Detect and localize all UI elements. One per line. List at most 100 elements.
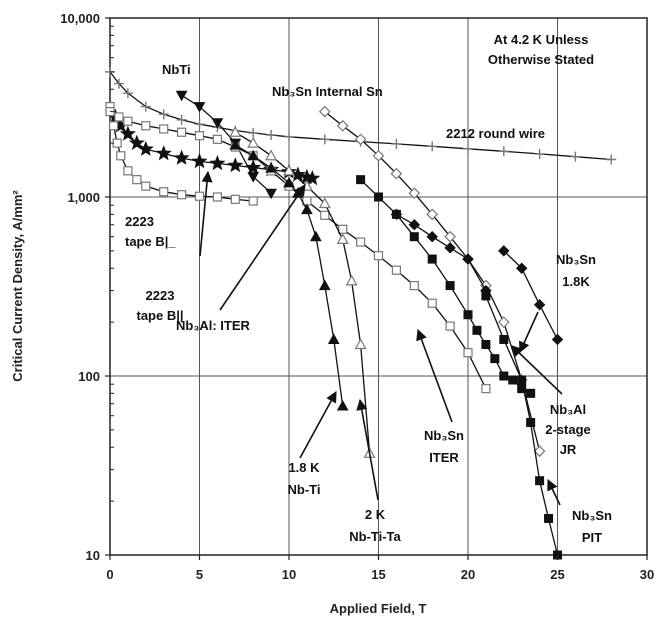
annotation-arrow — [299, 391, 337, 459]
data-point — [498, 245, 510, 257]
data-point — [356, 175, 366, 185]
y-tick-label: 1,000 — [67, 190, 100, 205]
data-point — [427, 254, 437, 264]
data-point — [408, 219, 421, 231]
data-point — [390, 208, 403, 221]
data-point — [141, 121, 151, 131]
y-tick-label: 10 — [86, 548, 100, 563]
annotation-arrow — [219, 184, 306, 311]
data-point — [535, 476, 545, 486]
data-point — [140, 101, 151, 112]
data-point — [391, 138, 402, 149]
data-point — [606, 154, 617, 165]
data-point — [497, 316, 510, 328]
data-point — [391, 265, 401, 275]
annotation-line: ITER — [429, 450, 459, 465]
annotation-line: PIT — [582, 530, 602, 545]
x-tick-label: 25 — [550, 567, 564, 582]
data-series — [105, 66, 617, 560]
data-point — [517, 384, 527, 394]
data-point — [408, 187, 421, 200]
annotation-label: 2212 round wire — [446, 126, 545, 141]
annotation-line: Nb₃Sn Internal Sn — [272, 84, 383, 99]
data-point — [445, 321, 455, 331]
annotation-label: Nb₃Sn PIT — [572, 508, 612, 545]
data-point — [445, 281, 455, 291]
x-tick-label: 20 — [461, 567, 475, 582]
data-point — [159, 187, 169, 197]
data-point — [209, 155, 226, 171]
annotation-line: 2212 round wire — [446, 126, 545, 141]
annotation-line: JR — [560, 442, 577, 457]
data-point — [194, 131, 205, 141]
data-point — [374, 192, 383, 202]
data-point — [526, 388, 536, 398]
annotation-label: Nb₃Sn Internal Sn — [272, 84, 383, 99]
x-tick-label: 5 — [196, 567, 203, 582]
data-point — [462, 253, 474, 265]
data-point — [356, 237, 366, 247]
annotation-line: 1.8 K — [288, 460, 320, 475]
data-point — [426, 231, 438, 243]
series-line — [234, 144, 344, 407]
data-point — [247, 149, 260, 161]
annotation-arrows — [199, 170, 563, 506]
x-axis-title: Applied Field, T — [330, 601, 427, 616]
data-point — [320, 210, 330, 220]
annotation-line: Nb₃Al — [550, 402, 586, 417]
data-point — [444, 230, 456, 243]
data-point — [265, 188, 277, 200]
data-point — [551, 333, 564, 346]
annotation-line: Nb-Ti-Ta — [349, 529, 401, 544]
data-point — [248, 196, 258, 206]
data-point — [141, 181, 151, 191]
data-point — [444, 242, 456, 254]
data-point — [158, 109, 169, 120]
data-point — [310, 230, 322, 242]
data-point — [319, 134, 330, 145]
data-point — [390, 167, 403, 180]
data-point — [336, 399, 349, 411]
x-tick-label: 15 — [371, 567, 385, 582]
annotation-line: 1.8K — [562, 274, 590, 289]
data-point — [427, 298, 437, 308]
data-point — [426, 208, 439, 221]
series-line — [181, 94, 272, 194]
annotation-label: 1.8 K Nb-Ti — [288, 460, 321, 497]
data-point — [570, 151, 581, 162]
data-point — [301, 203, 313, 215]
series-2-k-nb-ti-ta — [229, 126, 376, 458]
data-point — [508, 375, 518, 385]
annotation-arrow — [519, 311, 539, 354]
data-point — [338, 224, 348, 234]
data-point — [517, 375, 527, 385]
y-tick-label: 10,000 — [60, 11, 100, 26]
series-1-8-k-nb-ti — [229, 139, 349, 411]
annotation-line: Otherwise Stated — [488, 52, 594, 67]
annotation-arrow — [547, 478, 561, 506]
annotations: At 4.2 K Unless Otherwise Stated NbTi Nb₃Sn… — [125, 32, 612, 545]
data-point — [409, 280, 419, 291]
data-point — [265, 149, 278, 161]
data-point — [227, 157, 244, 173]
annotation-line: Nb₃Sn — [572, 508, 612, 523]
data-point — [173, 149, 190, 165]
annotation-label: Nb₃Al: ITER — [176, 318, 251, 333]
data-point — [245, 159, 262, 175]
annotation-label: 2223 tape B|| — [136, 288, 183, 323]
data-point — [123, 166, 133, 176]
data-point — [373, 251, 384, 261]
y-tick-label: 100 — [78, 369, 100, 384]
annotation-line: Nb₃Al: ITER — [176, 318, 251, 333]
annotation-label: At 4.2 K Unless Otherwise Stated — [488, 32, 594, 67]
data-point — [327, 333, 340, 344]
annotation-line: Nb-Ti — [288, 482, 321, 497]
data-point — [336, 233, 349, 244]
data-point — [372, 149, 385, 162]
data-point — [266, 130, 277, 141]
x-tick-label: 30 — [640, 567, 654, 582]
data-point — [409, 232, 419, 242]
annotation-arrow — [511, 345, 563, 395]
data-point — [191, 153, 208, 169]
data-point — [498, 146, 509, 157]
